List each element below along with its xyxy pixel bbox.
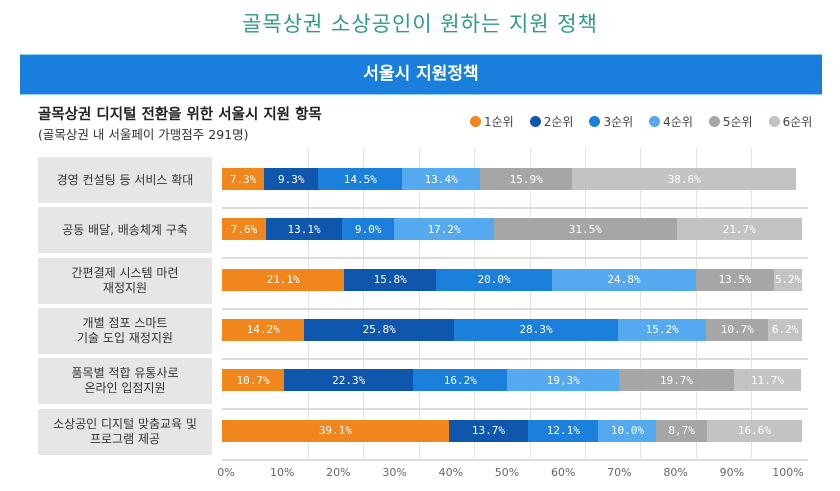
bar-segment-2순위: 25.8% xyxy=(304,318,454,341)
category-label: 공동 배달, 배송체계 구축 xyxy=(38,207,212,254)
legend-label: 5순위 xyxy=(722,115,753,129)
row-separator xyxy=(222,458,808,461)
chart-title: 골목상권 디지털 전환을 위한 서울시 지원 항목 xyxy=(38,107,322,123)
legend-label: 6순위 xyxy=(782,115,813,129)
legend-label: 4순위 xyxy=(663,115,693,129)
x-tick-label: 10% xyxy=(269,466,295,479)
bar-segment-3순위: 9.0% xyxy=(342,218,395,241)
legend-dot-icon xyxy=(768,116,780,127)
gridline xyxy=(695,148,697,458)
bar-segment-2순위: 22.3% xyxy=(284,369,414,392)
section-banner: 서울시 지원정책 xyxy=(20,54,822,95)
gridline xyxy=(751,148,753,458)
legend-item: 4순위 xyxy=(649,113,693,130)
legend-item: 1순위 xyxy=(470,113,514,130)
bar-segment-1순위: 39.1% xyxy=(222,419,449,442)
bar-segment-2순위: 15.8% xyxy=(344,268,436,291)
bar-segment-1순위: 7.3% xyxy=(222,168,265,190)
bar-segment-6순위: 11.7% xyxy=(733,369,802,392)
bar-segment-3순위: 14.5% xyxy=(318,168,403,190)
bar-segment-2순위: 13.7% xyxy=(448,419,529,442)
gridline xyxy=(640,148,642,458)
x-tick-label: 80% xyxy=(663,466,688,479)
bar-segment-3순위: 12.1% xyxy=(528,419,599,442)
bar-segment-4순위: 17.2% xyxy=(394,218,494,241)
bar-segment-6순위: 6.2% xyxy=(768,318,802,341)
legend-label: 3순위 xyxy=(603,115,634,129)
bar-segment-3순위: 16.2% xyxy=(413,369,508,392)
x-tick-label: 100% xyxy=(772,466,804,479)
legend-item: 6순위 xyxy=(768,113,813,130)
legend-dot-icon xyxy=(589,116,601,127)
x-tick-label: 40% xyxy=(438,466,464,479)
bar-segment-1순위: 10.7% xyxy=(222,369,285,392)
x-tick-label: 70% xyxy=(607,466,632,479)
gridline xyxy=(308,148,309,458)
legend-item: 2순위 xyxy=(529,113,574,130)
legend-dot-icon xyxy=(529,116,541,127)
bar-segment-3순위: 28.3% xyxy=(454,318,619,341)
bar-segment-4순위: 24.8% xyxy=(552,268,696,291)
gridline xyxy=(474,148,476,458)
bar-segment-5순위: 15.9% xyxy=(480,168,573,190)
bar-segment-6순위: 5.2% xyxy=(774,268,802,291)
bar-segment-6순위: 38.6% xyxy=(572,168,797,190)
bar-segment-4순위: 10.0% xyxy=(598,419,657,442)
row-separator xyxy=(222,307,808,310)
legend-dot-icon xyxy=(649,116,661,127)
x-tick-label: 50% xyxy=(494,466,520,479)
category-label: 간편결제 시스템 마련 재정지원 xyxy=(38,257,212,304)
bar-segment-3순위: 20.0% xyxy=(436,268,553,291)
row-separator xyxy=(222,408,808,411)
legend-label: 1순위 xyxy=(484,115,514,129)
bar-segment-1순위: 7.6% xyxy=(222,218,267,241)
bar-segment-6순위: 16.6% xyxy=(706,419,802,442)
chart-legend: 1순위 2순위 3순위 4순위 5순위 6순위 xyxy=(470,113,828,130)
row-separator xyxy=(222,357,808,360)
legend-label: 2순위 xyxy=(543,115,574,129)
x-tick-label: 60% xyxy=(550,466,576,479)
bar-segment-6순위: 21.7% xyxy=(676,218,802,241)
gridline xyxy=(418,148,420,458)
x-tick-label: 20% xyxy=(326,466,351,479)
bar-segment-4순위: 19,3% xyxy=(507,369,620,392)
page-title: 골목상권 소상공인이 원하는 지원 정책 xyxy=(242,12,598,36)
gridline xyxy=(529,148,531,458)
bar-segment-5순위: 13.5% xyxy=(695,268,775,291)
category-label: 개별 점포 스마트 기술 도입 재정지원 xyxy=(38,307,212,354)
row-separator xyxy=(222,207,808,209)
gridline xyxy=(363,148,365,458)
x-tick-label: 90% xyxy=(719,466,745,479)
bar-segment-5순위: 31.5% xyxy=(494,218,677,241)
category-label: 품목별 적합 유통사로 온라인 입점지원 xyxy=(38,358,212,405)
bar-segment-5순위: 8,7% xyxy=(656,419,707,442)
bar-segment-4순위: 13.4% xyxy=(402,168,481,190)
bar-segment-1순위: 21.1% xyxy=(222,268,345,291)
bar-segment-2순위: 13.1% xyxy=(266,218,343,241)
category-label: 경영 컨설팅 등 서비스 확대 xyxy=(38,157,212,203)
category-label: 소상공인 디지털 맞춤교육 및 프로그램 제공 xyxy=(38,408,212,455)
x-tick-label: 30% xyxy=(382,466,407,479)
legend-item: 5순위 xyxy=(708,113,753,130)
chart-subtitle: (골목상권 내 서울페이 가맹점주 291명) xyxy=(38,127,249,142)
row-separator xyxy=(222,257,808,260)
bar-segment-2순위: 9.3% xyxy=(264,168,319,190)
x-tick-label: 0% xyxy=(217,466,235,479)
legend-dot-icon xyxy=(470,116,481,127)
gridline xyxy=(585,148,586,458)
legend-dot-icon xyxy=(708,116,720,127)
bar-segment-4순위: 15.2% xyxy=(618,318,707,341)
bar-segment-5순위: 10.7% xyxy=(706,318,769,341)
legend-item: 3순위 xyxy=(589,113,633,130)
bar-segment-1순위: 14.2% xyxy=(222,318,305,341)
bar-segment-5순위: 19.7% xyxy=(619,369,734,392)
